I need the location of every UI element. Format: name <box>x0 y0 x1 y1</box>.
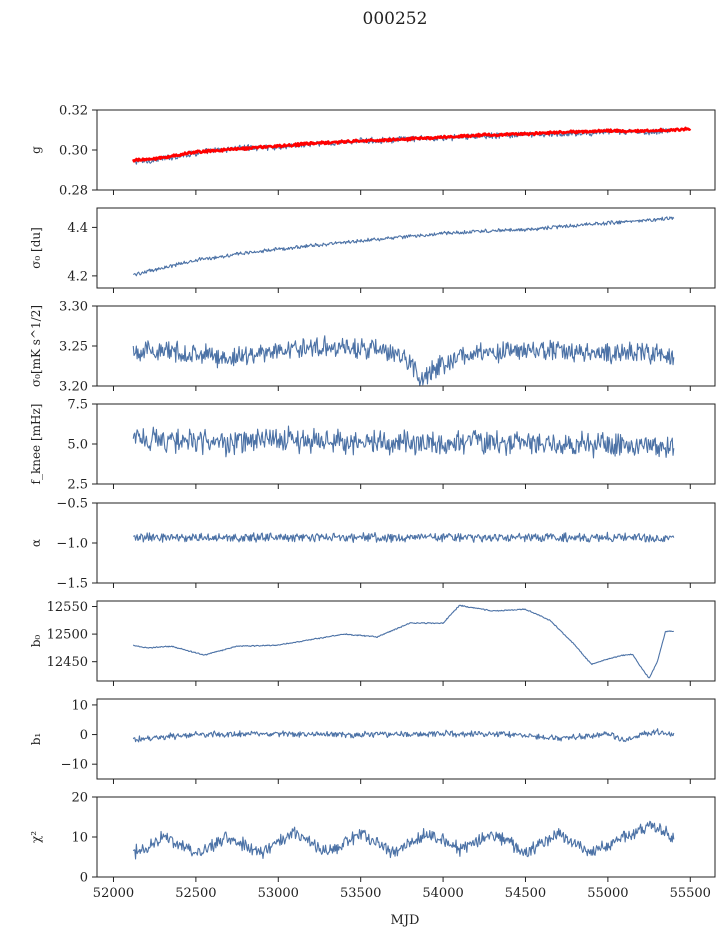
y-tick-label-b0: 12450 <box>47 655 88 670</box>
axes-frame-alpha <box>96 502 716 584</box>
y-tick-label-sigma0: 4.2 <box>67 269 88 284</box>
panel-b0: 12450 12500 12550 b₀ <box>29 600 716 686</box>
series-line-b1-0 <box>132 728 675 743</box>
y-axis-label-b1: b₁ <box>29 733 43 746</box>
y-tick-label-fknee: 2.5 <box>67 478 88 493</box>
y-axis-label-sigma0: σ₀ [du] <box>29 227 43 269</box>
series-line-chi2-0 <box>132 820 675 860</box>
y-tick-label-g: 0.32 <box>59 104 88 119</box>
axes-frame-sigma0 <box>96 207 716 289</box>
series-line-fknee-0 <box>132 425 675 459</box>
figure-title: 000252 <box>363 9 428 29</box>
y-axis-label-b0: b₀ <box>29 635 43 648</box>
x-tick-label: 53500 <box>340 886 381 901</box>
x-tick-label: 55000 <box>587 886 628 901</box>
y-tick-label-b1: 0 <box>80 728 88 743</box>
y-tick-label-alpha: −1.0 <box>56 537 88 552</box>
series-line-sigma0-0 <box>133 216 675 277</box>
axes-frame-b0 <box>96 600 716 682</box>
y-tick-label-sigma0: 4.4 <box>67 221 88 236</box>
y-tick-label-g: 0.30 <box>59 144 88 159</box>
series-line-g-1 <box>132 126 692 163</box>
x-axis-label: MJD <box>391 913 420 928</box>
y-tick-label-sigma0_mk: 3.20 <box>59 380 88 395</box>
panel-g: 0.28 0.30 0.32 g <box>29 104 716 199</box>
series-line-b0-0 <box>132 604 674 679</box>
x-tick-label: 54500 <box>505 886 546 901</box>
y-tick-label-chi2: 10 <box>71 831 88 846</box>
y-axis-label-sigma0_mk: σ₀[mK s^1/2] <box>29 305 43 387</box>
y-tick-label-chi2: 0 <box>80 871 88 886</box>
x-tick-label: 53000 <box>258 886 299 901</box>
y-tick-label-fknee: 7.5 <box>67 398 88 413</box>
y-tick-label-g: 0.28 <box>59 184 88 199</box>
axes-frame-g <box>96 109 716 191</box>
y-axis-label-alpha: α <box>29 539 43 547</box>
panel-fknee: 2.5 5.0 7.5 f_knee [mHz] <box>29 398 716 493</box>
y-axis-label-g: g <box>29 146 43 154</box>
series-line-alpha-0 <box>132 531 675 543</box>
panel-b1: −10 0 10 b₁ <box>29 698 716 784</box>
panels: 0.28 0.30 0.32 g 4.2 4.4 σ₀ [du] 3.20 3.25 3.30 σ₀… <box>29 104 716 901</box>
series-line-sigma0_mk-0 <box>132 335 675 386</box>
y-tick-label-b0: 12500 <box>47 628 88 643</box>
y-tick-label-sigma0_mk: 3.25 <box>59 340 88 355</box>
y-tick-label-alpha: −1.5 <box>56 577 88 592</box>
x-tick-label: 55500 <box>670 886 711 901</box>
axes-frame-b1 <box>96 698 716 780</box>
x-tick-label: 52500 <box>175 886 216 901</box>
panel-alpha: −1.5 −1.0 −0.5 α <box>29 497 716 592</box>
panel-chi2: 0 10 20 52000 52500 53000 53500 54000 54500 55000… <box>29 791 716 901</box>
panel-sigma0_mk: 3.20 3.25 3.30 σ₀[mK s^1/2] <box>29 300 716 395</box>
y-tick-label-b0: 12550 <box>47 600 88 615</box>
x-tick-label: 52000 <box>93 886 134 901</box>
y-axis-label-chi2: χ² <box>29 831 43 843</box>
y-tick-label-fknee: 5.0 <box>67 438 88 453</box>
y-tick-label-b1: 10 <box>71 698 88 713</box>
series-line-g-0 <box>132 127 675 165</box>
y-tick-label-alpha: −0.5 <box>56 497 88 512</box>
panel-sigma0: 4.2 4.4 σ₀ [du] <box>29 207 716 293</box>
x-tick-label: 54000 <box>422 886 463 901</box>
y-axis-label-fknee: f_knee [mHz] <box>29 404 43 485</box>
y-tick-label-sigma0_mk: 3.30 <box>59 300 88 315</box>
y-tick-label-b1: −10 <box>61 758 88 773</box>
y-tick-label-chi2: 20 <box>71 791 88 806</box>
